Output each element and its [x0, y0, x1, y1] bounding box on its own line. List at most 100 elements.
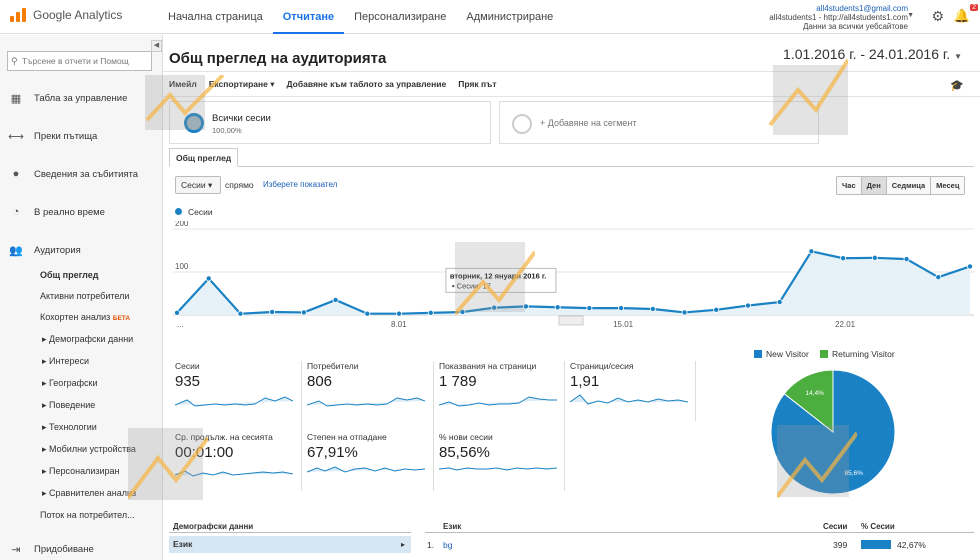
realtime-icon: ◔ [12, 206, 20, 218]
scorecard-pageviews[interactable]: Показвания на страници 1 789 [438, 361, 563, 423]
collapse-sidebar-button[interactable]: ◀ [151, 40, 162, 52]
data-point [205, 275, 212, 282]
account-dropdown-icon[interactable]: ▼ [907, 12, 914, 19]
pie-slice-label: 85,6% [845, 470, 864, 477]
scorecard-sessions[interactable]: Сесии 935 [174, 361, 299, 423]
chart-expand-button [558, 315, 584, 326]
sidebar-sub-behavior[interactable]: ▸ Поведение [42, 400, 96, 410]
sidebar-item-label: Преки пътища [34, 131, 98, 142]
pie-slice[interactable] [783, 369, 834, 434]
sidebar-item-intelligence[interactable]: ● Сведения за събитията [8, 168, 138, 180]
sidebar-sub-label: Географски [49, 378, 98, 388]
scorecard-bounce-rate[interactable]: Степен на отпадане 67,91% [306, 432, 431, 494]
segment-all-sessions[interactable]: Всички сесии 100,00% [169, 101, 491, 144]
header-divider [425, 532, 974, 533]
language-column-header: Език [443, 522, 462, 531]
sidebar-sub-active-users[interactable]: Активни потребители [40, 291, 130, 301]
period-week[interactable]: Седмица [886, 177, 932, 194]
period-hour[interactable]: Час [837, 177, 862, 194]
nav-admin[interactable]: Администриране [466, 11, 554, 23]
top-bar: Google Analytics Начална страница Отчита… [0, 0, 980, 34]
date-range-selector[interactable]: 1.01.2016 г. - 24.01.2016 г. ▼ [783, 46, 962, 62]
data-point [618, 305, 625, 312]
pin-icon: ● [12, 168, 20, 180]
scorecard-pages-per-session[interactable]: Страници/сесия 1,91 [569, 361, 694, 423]
sidebar-sub-demographics[interactable]: ▸ Демографски данни [42, 334, 134, 344]
sidebar-sub-label: Мобилни устройства [49, 444, 136, 454]
demographics-language-item[interactable]: Език ▸ [169, 536, 411, 553]
bell-icon[interactable]: 🔔 [953, 8, 970, 23]
audience-icon: 👥 [9, 245, 23, 257]
pie-slice-label: 14,4% [805, 390, 824, 397]
sidebar-sub-technology[interactable]: ▸ Технологии [42, 422, 97, 432]
sparkline [438, 467, 558, 471]
pie-legend-new: New Visitor [754, 349, 809, 359]
education-hat-icon[interactable]: 🎓 [950, 80, 964, 92]
gear-icon[interactable]: ⚙ [931, 8, 944, 24]
data-point [396, 310, 403, 317]
sidebar-sub-label: Интереси [49, 356, 90, 366]
segment-pct: 100,00% [212, 126, 242, 135]
main-content: Общ преглед на аудиторията 1.01.2016 г. … [163, 35, 980, 560]
add-segment-button[interactable]: + Добавяне на сегмент [499, 101, 819, 144]
sidebar-sub-interests[interactable]: ▸ Интереси [42, 356, 90, 366]
tab-divider [169, 166, 974, 167]
account-selector[interactable]: all4students1@gmail.com all4students1 - … [769, 4, 908, 31]
export-button[interactable]: Експортиране ▾ [208, 78, 275, 89]
scorecard-label: Потребители [307, 361, 359, 371]
watermark-logo [768, 58, 848, 135]
scorecard-label: Сесии [175, 361, 200, 371]
scorecard-avg-session-duration[interactable]: Ср. продълж. на сесията 00:01:00 [174, 432, 299, 494]
legend-marker [175, 208, 182, 215]
add-to-dashboard-button[interactable]: Добавяне към таблото за управление [286, 79, 447, 89]
nav-home[interactable]: Начална страница [168, 11, 263, 23]
acquisition-icon: ⇥ [11, 544, 21, 556]
search-input[interactable]: ⚲ Търсене в отчети и Помощ [7, 51, 152, 71]
metric-selector[interactable]: Сесии ▾ [175, 176, 221, 194]
scorecard-new-sessions[interactable]: % нови сесии 85,56% [438, 432, 563, 494]
scorecard-divider [695, 361, 696, 421]
shortcut-button[interactable]: Пряк път [458, 79, 497, 89]
sidebar-item-realtime[interactable]: ◔ В реално време [8, 206, 105, 218]
data-point [269, 308, 276, 315]
sidebar-sub-mobile[interactable]: ▸ Мобилни устройства [42, 444, 136, 454]
language-link[interactable]: bg [443, 540, 453, 550]
tooltip-date: вторник, 12 януари 2016 г. [450, 271, 546, 280]
data-point [364, 310, 371, 317]
y-tick-label: 200 [175, 221, 189, 228]
pct-sessions-bar [861, 540, 891, 549]
data-point [332, 296, 339, 303]
data-point [237, 310, 244, 317]
select-metric-link[interactable]: Изберете показател [263, 180, 338, 189]
sidebar-item-audience[interactable]: 👥 Аудитория [8, 244, 81, 257]
google-analytics-logo[interactable]: Google Analytics [10, 8, 122, 22]
sidebar-sub-benchmarking[interactable]: ▸ Сравнителен анализ [42, 488, 137, 498]
sidebar-sub-users-flow[interactable]: Поток на потребител... [40, 510, 135, 520]
page-title: Общ преглед на аудиторията [169, 50, 387, 67]
chevron-down-icon: ▼ [954, 52, 962, 61]
tab-overview[interactable]: Общ преглед [169, 148, 239, 167]
header-divider [169, 532, 411, 533]
sessions-line-chart[interactable]: 200 100... 8.01 15.01 22.01 вторник, 12 януар… [173, 221, 974, 331]
period-month[interactable]: Месец [931, 177, 965, 194]
nav-customization[interactable]: Персонализиране [354, 11, 447, 23]
vs-label: спрямо [225, 180, 254, 190]
scorecard-value: 1 789 [439, 373, 477, 390]
scorecard-value: 935 [175, 373, 201, 390]
pie-legend-label: New Visitor [766, 349, 809, 359]
sidebar-sub-overview[interactable]: Общ преглед [40, 270, 99, 280]
period-day[interactable]: Ден [861, 177, 887, 194]
data-point [681, 309, 688, 316]
watermark-logo [128, 428, 208, 500]
sidebar-sub-custom[interactable]: ▸ Персонализиран [42, 466, 120, 476]
logo-text: Google Analytics [33, 8, 123, 22]
sidebar-sub-geo[interactable]: ▸ Географски [42, 378, 98, 388]
sidebar-item-acquisition[interactable]: ⇥ Придобиване [8, 543, 93, 556]
sidebar-item-shortcuts[interactable]: ⟷ Преки пътища [8, 130, 97, 143]
scorecard-users[interactable]: Потребители 806 [306, 361, 431, 423]
tooltip-value: ▪ Сесии: 17 [452, 281, 491, 290]
sidebar-item-dashboards[interactable]: ▦ Табла за управление [8, 92, 128, 105]
nav-reporting[interactable]: Отчитане [272, 0, 345, 34]
email-button[interactable]: Имейл [169, 79, 197, 89]
sidebar-sub-cohort[interactable]: Кохортен анализ БЕТА [40, 312, 130, 322]
